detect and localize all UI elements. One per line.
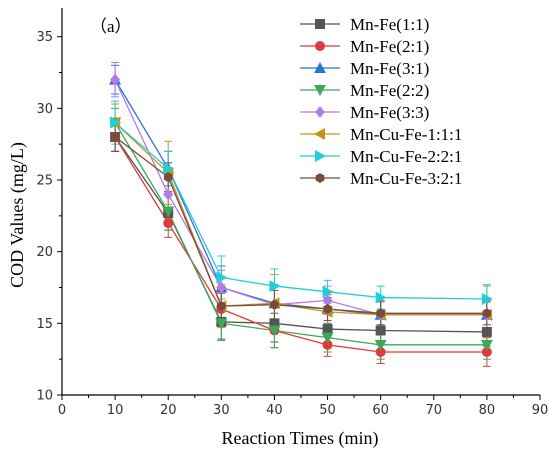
- data-point-marker: [270, 299, 279, 310]
- y-tick-label: 15: [36, 317, 53, 332]
- y-tick-label: 25: [36, 174, 53, 189]
- data-point-marker: [481, 326, 492, 337]
- data-point-marker: [314, 128, 325, 140]
- data-point-marker: [215, 318, 228, 330]
- x-tick-label: 50: [319, 403, 336, 418]
- x-tick-label: 90: [532, 403, 549, 418]
- data-point-marker: [322, 324, 333, 335]
- x-tick-label: 0: [58, 403, 66, 418]
- data-point-marker: [374, 339, 387, 351]
- data-point-marker: [375, 347, 386, 357]
- legend-label: Mn-Fe(1:1): [350, 15, 429, 34]
- legend-label: Mn-Fe(2:1): [350, 37, 429, 56]
- data-point-marker: [314, 85, 326, 96]
- series-line: [114, 79, 487, 316]
- y-axis-title: COD Values (mg/L): [7, 142, 28, 288]
- data-point-marker: [315, 106, 325, 118]
- data-point-marker: [269, 280, 281, 293]
- legend-label: Mn-Fe(3:3): [350, 103, 429, 122]
- data-point-marker: [163, 218, 174, 228]
- data-point-marker: [482, 308, 492, 319]
- data-point-marker: [480, 339, 493, 351]
- data-point-marker: [110, 116, 122, 129]
- series-markers: [109, 73, 493, 357]
- legend-label: Mn-Cu-Fe-2:2:1: [350, 147, 462, 166]
- data-point-marker: [163, 172, 173, 183]
- data-point-marker: [315, 150, 326, 162]
- x-tick-label: 80: [479, 403, 496, 418]
- data-point-marker: [314, 62, 326, 73]
- x-tick-label: 60: [372, 403, 389, 418]
- data-point-marker: [216, 271, 228, 284]
- data-point-marker: [110, 73, 121, 86]
- legend-label: Mn-Fe(2:2): [350, 81, 429, 100]
- data-point-marker: [322, 285, 334, 298]
- legend-label: Mn-Fe(3:1): [350, 59, 429, 78]
- x-tick-label: 70: [426, 403, 443, 418]
- data-point-marker: [217, 301, 226, 312]
- data-point-marker: [321, 332, 334, 344]
- data-point-marker: [163, 162, 175, 175]
- data-point-marker: [481, 347, 492, 357]
- data-point-marker: [216, 281, 227, 294]
- y-tick-label: 10: [36, 389, 53, 404]
- data-point-marker: [481, 292, 493, 305]
- x-tick-label: 20: [160, 403, 177, 418]
- data-point-marker: [162, 206, 175, 218]
- legend: Mn-Fe(1:1) Mn-Fe(2:1) Mn-Fe(3:1) Mn-Fe(2:2)…: [300, 15, 462, 188]
- x-tick-label: 10: [107, 403, 124, 418]
- y-tick-label: 30: [36, 102, 53, 117]
- data-point-marker: [322, 339, 333, 350]
- legend-label: Mn-Cu-Fe-1:1:1: [350, 125, 462, 144]
- data-point-marker: [268, 325, 281, 337]
- axes: 0 10 20 30 40 50 60 70 80 90 10 15 20 25 30 35: [36, 8, 548, 418]
- panel-label: （a）: [90, 17, 132, 36]
- x-axis-title: Reaction Times (min): [222, 428, 379, 449]
- data-point-marker: [315, 173, 325, 183]
- data-point-marker: [375, 325, 386, 336]
- data-point-marker: [163, 188, 174, 201]
- data-point-marker: [376, 308, 385, 319]
- legend-label: Mn-Cu-Fe-3:2:1: [350, 169, 462, 188]
- data-point-marker: [375, 291, 387, 304]
- x-tick-label: 40: [266, 403, 283, 418]
- data-point-marker: [110, 132, 120, 142]
- y-tick-label: 35: [36, 30, 53, 45]
- x-tick-label: 30: [213, 403, 230, 418]
- data-point-marker: [315, 19, 325, 29]
- data-point-marker: [323, 304, 332, 314]
- data-point-marker: [269, 318, 280, 329]
- y-tick-label: 20: [36, 245, 53, 260]
- data-point-marker: [322, 294, 333, 307]
- series-line: [114, 79, 487, 316]
- data-point-marker: [315, 41, 325, 51]
